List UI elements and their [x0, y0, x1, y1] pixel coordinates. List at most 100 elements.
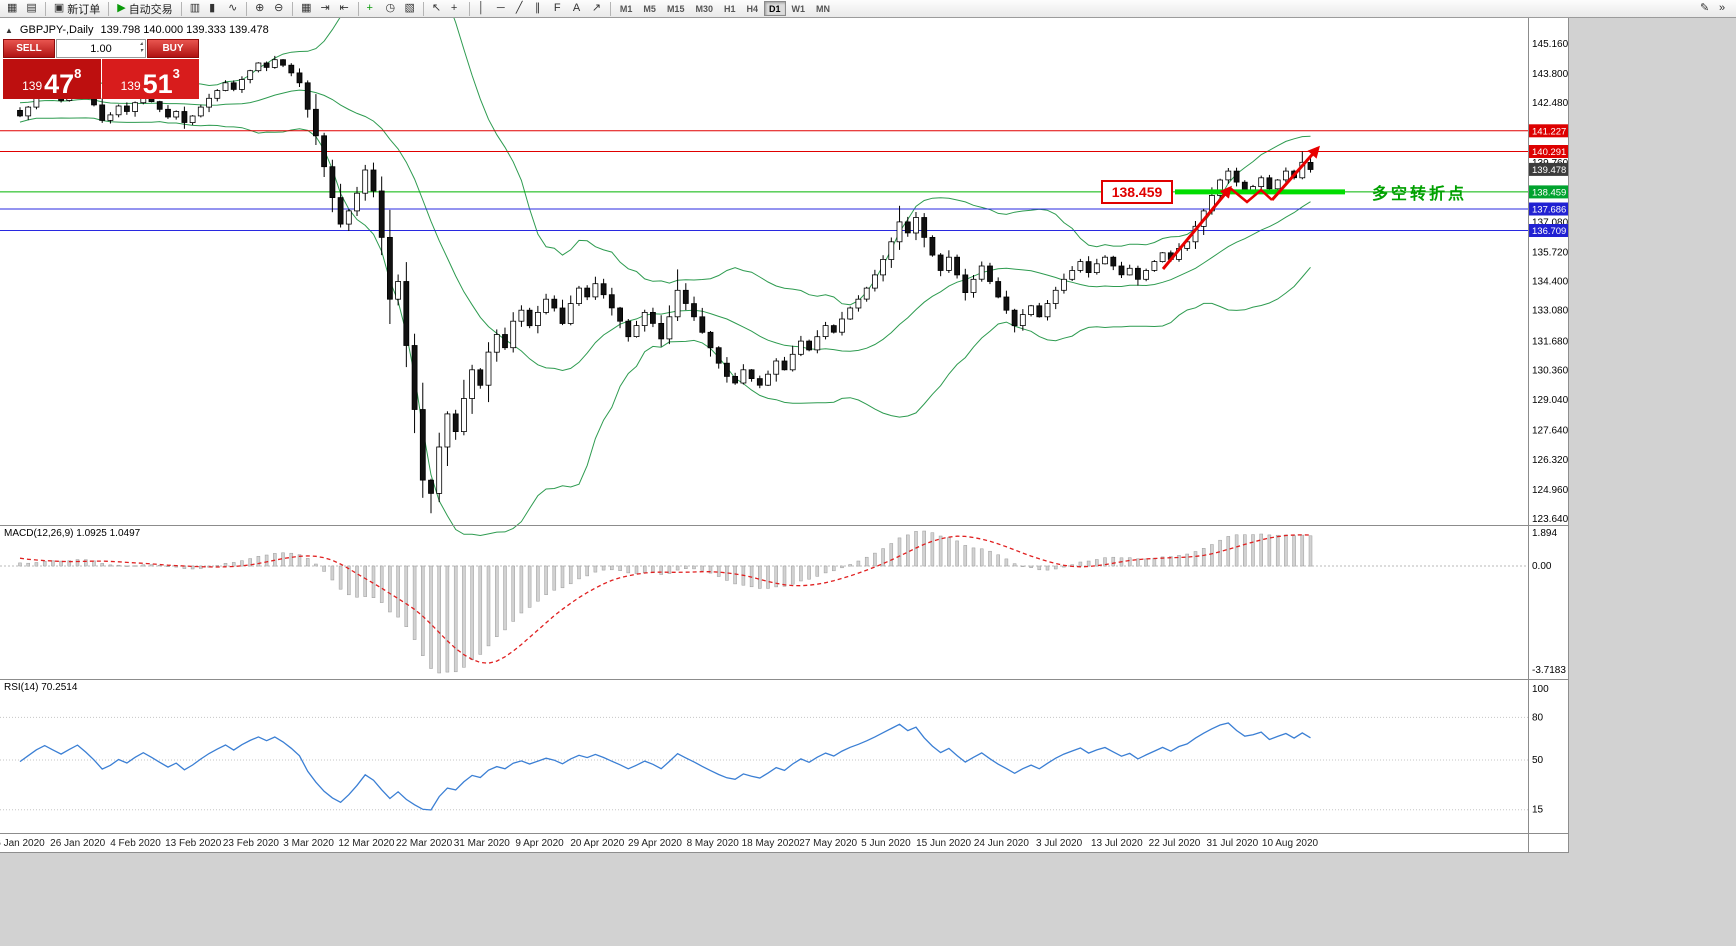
price-axis-label: 131.680: [1532, 337, 1569, 348]
zoom-out-button[interactable]: ⊖: [270, 1, 288, 17]
bid-price-major: 139: [22, 79, 43, 93]
lot-size-value: 1.00: [90, 42, 112, 55]
chart-window-gbpjpy-daily[interactable]: 138.459多空转折点145.160143.800142.480139.760…: [0, 18, 1569, 853]
pencil-tool-button[interactable]: ✎: [1696, 1, 1714, 17]
rsi-scale-label: 100: [1532, 684, 1549, 695]
chart-drawings[interactable]: 138.459 多空转折点: [1101, 145, 1467, 270]
candlestick-mode-icon: ▮: [209, 2, 216, 14]
collapse-one-click-icon[interactable]: ▲: [5, 25, 13, 35]
arrows-tool-button[interactable]: ↗: [588, 1, 606, 17]
tile-windows-button[interactable]: ▦: [297, 1, 315, 17]
crosshair-tool-icon: +: [450, 2, 458, 14]
chart-ohlc-header: ▲ GBPJPY-,Daily 139.798 140.000 139.333 …: [5, 24, 269, 36]
macd-scale-label: 1.894: [1532, 528, 1557, 539]
lot-down-icon[interactable]: ▾: [139, 48, 143, 54]
macd-scale-label: 0.00: [1532, 561, 1552, 572]
fibonacci-tool-button[interactable]: F: [550, 1, 568, 17]
channel-tool-button[interactable]: ∥: [531, 1, 549, 17]
one-click-trading-panel: SELL 1.00 ▴ ▾ BUY 139 47 8 13: [3, 39, 199, 99]
chart-canvas[interactable]: 138.459多空转折点145.160143.800142.480139.760…: [0, 18, 1569, 853]
price-annotation-box[interactable]: [1101, 180, 1173, 204]
sell-button[interactable]: SELL: [3, 39, 55, 58]
chart-shift-button[interactable]: ⇤: [336, 1, 354, 17]
ask-price-button[interactable]: 139 51 3: [101, 59, 199, 99]
new-chart-icon: ▦: [7, 2, 18, 14]
horizontal-line-tool-button[interactable]: ─: [493, 1, 511, 17]
indicators-list-button[interactable]: +: [363, 1, 381, 17]
zigzag-drawing[interactable]: [1229, 187, 1273, 204]
price-tag-label: 139.478: [1532, 165, 1566, 176]
timeframe-h4-button[interactable]: H4: [741, 1, 763, 16]
rsi-scale-label: 15: [1532, 805, 1544, 816]
autotrading-button[interactable]: ▶ 自动交易: [113, 1, 176, 17]
macd-panel: [0, 530, 1528, 674]
new-chart-button[interactable]: ▦: [3, 1, 21, 17]
timeframe-m15-button[interactable]: M15: [662, 1, 690, 16]
buy-button[interactable]: BUY: [147, 39, 199, 58]
rsi-line: [19, 722, 1311, 811]
horizontal-line-tool-icon: ─: [496, 2, 505, 14]
line-chart-mode-button[interactable]: ∿: [224, 1, 242, 17]
new-order-button[interactable]: ▣ 新订单: [50, 1, 104, 17]
trendline-tool-icon: ╱: [515, 2, 523, 14]
chart-profiles-button[interactable]: ▤: [22, 1, 40, 17]
price-tag: [1529, 145, 1568, 158]
rsi-panel: [0, 716, 1528, 811]
trend-arrow-1[interactable]: [1161, 185, 1232, 270]
tile-windows-icon: ▦: [301, 2, 312, 14]
indicators-list-icon: +: [366, 2, 373, 14]
auto-scroll-button[interactable]: ⇥: [317, 1, 335, 17]
time-axis-label: 31 Mar 2020: [454, 838, 511, 849]
zoom-in-button[interactable]: ⊕: [251, 1, 269, 17]
time-axis-label: 8 May 2020: [687, 838, 740, 849]
toolbar-separator: [422, 1, 424, 16]
price-axis-label: 143.800: [1532, 69, 1569, 80]
turning-point-annotation-text[interactable]: 多空转折点: [1372, 184, 1467, 203]
price-axis-label: 134.400: [1532, 277, 1569, 288]
price-axis-label: 124.960: [1532, 485, 1569, 496]
candles: [17, 55, 1314, 514]
trendline-tool-button[interactable]: ╱: [512, 1, 530, 17]
new-order-icon: ▣: [53, 2, 65, 14]
timeframes-menu-button[interactable]: ◷: [382, 1, 400, 17]
price-axis-label: 137.080: [1532, 217, 1569, 228]
timeframe-d1-button[interactable]: D1: [764, 1, 786, 16]
trend-arrow-2[interactable]: [1270, 145, 1320, 201]
templates-menu-button[interactable]: ▧: [401, 1, 419, 17]
candlestick-mode-button[interactable]: ▮: [205, 1, 223, 17]
macd-signal-line: [19, 534, 1311, 664]
time-axis-label: 29 Apr 2020: [628, 838, 682, 849]
toolbar-overflow-button[interactable]: »: [1715, 1, 1733, 17]
timeframe-h1-button[interactable]: H1: [719, 1, 741, 16]
toolbar-separator: [609, 1, 611, 16]
lot-size-field[interactable]: 1.00 ▴ ▾: [56, 39, 146, 58]
price-tag: [1529, 224, 1568, 237]
time-axis-label: 23 Feb 2020: [223, 838, 280, 849]
timeframe-m5-button[interactable]: M5: [638, 1, 661, 16]
timeframe-m30-button[interactable]: M30: [690, 1, 718, 16]
price-axis-label: 133.080: [1532, 306, 1569, 317]
timeframe-mn-button[interactable]: MN: [811, 1, 835, 16]
cursor-tool-button[interactable]: ↖: [428, 1, 446, 17]
bar-chart-mode-icon: ▥: [189, 2, 201, 14]
vertical-line-tool-button[interactable]: │: [474, 1, 492, 17]
crosshair-tool-button[interactable]: +: [447, 1, 465, 17]
bar-chart-mode-button[interactable]: ▥: [186, 1, 204, 17]
price-annotation-text: 138.459: [1112, 184, 1163, 200]
bid-price-button[interactable]: 139 47 8: [3, 59, 101, 99]
text-tool-button[interactable]: A: [569, 1, 587, 17]
bollinger-band-line: [19, 89, 1311, 372]
time-axis-label: 6 Jan 2020: [0, 838, 45, 849]
lot-up-icon[interactable]: ▴: [139, 41, 143, 47]
price-axis-label: 127.640: [1532, 426, 1569, 437]
lot-spinner[interactable]: ▴ ▾: [140, 41, 143, 55]
timeframe-m1-button[interactable]: M1: [615, 1, 638, 16]
time-axis-label: 4 Feb 2020: [110, 838, 161, 849]
channel-tool-icon: ∥: [534, 2, 541, 14]
price-axis-label: 142.480: [1532, 98, 1569, 109]
toolbar-overflow-icon: »: [1719, 2, 1726, 14]
chart-ohlc-values: 139.798 140.000 139.333 139.478: [100, 24, 269, 36]
bollinger-band-line: [19, 117, 1311, 537]
autotrading-label: 自动交易: [128, 3, 173, 16]
timeframe-w1-button[interactable]: W1: [787, 1, 811, 16]
